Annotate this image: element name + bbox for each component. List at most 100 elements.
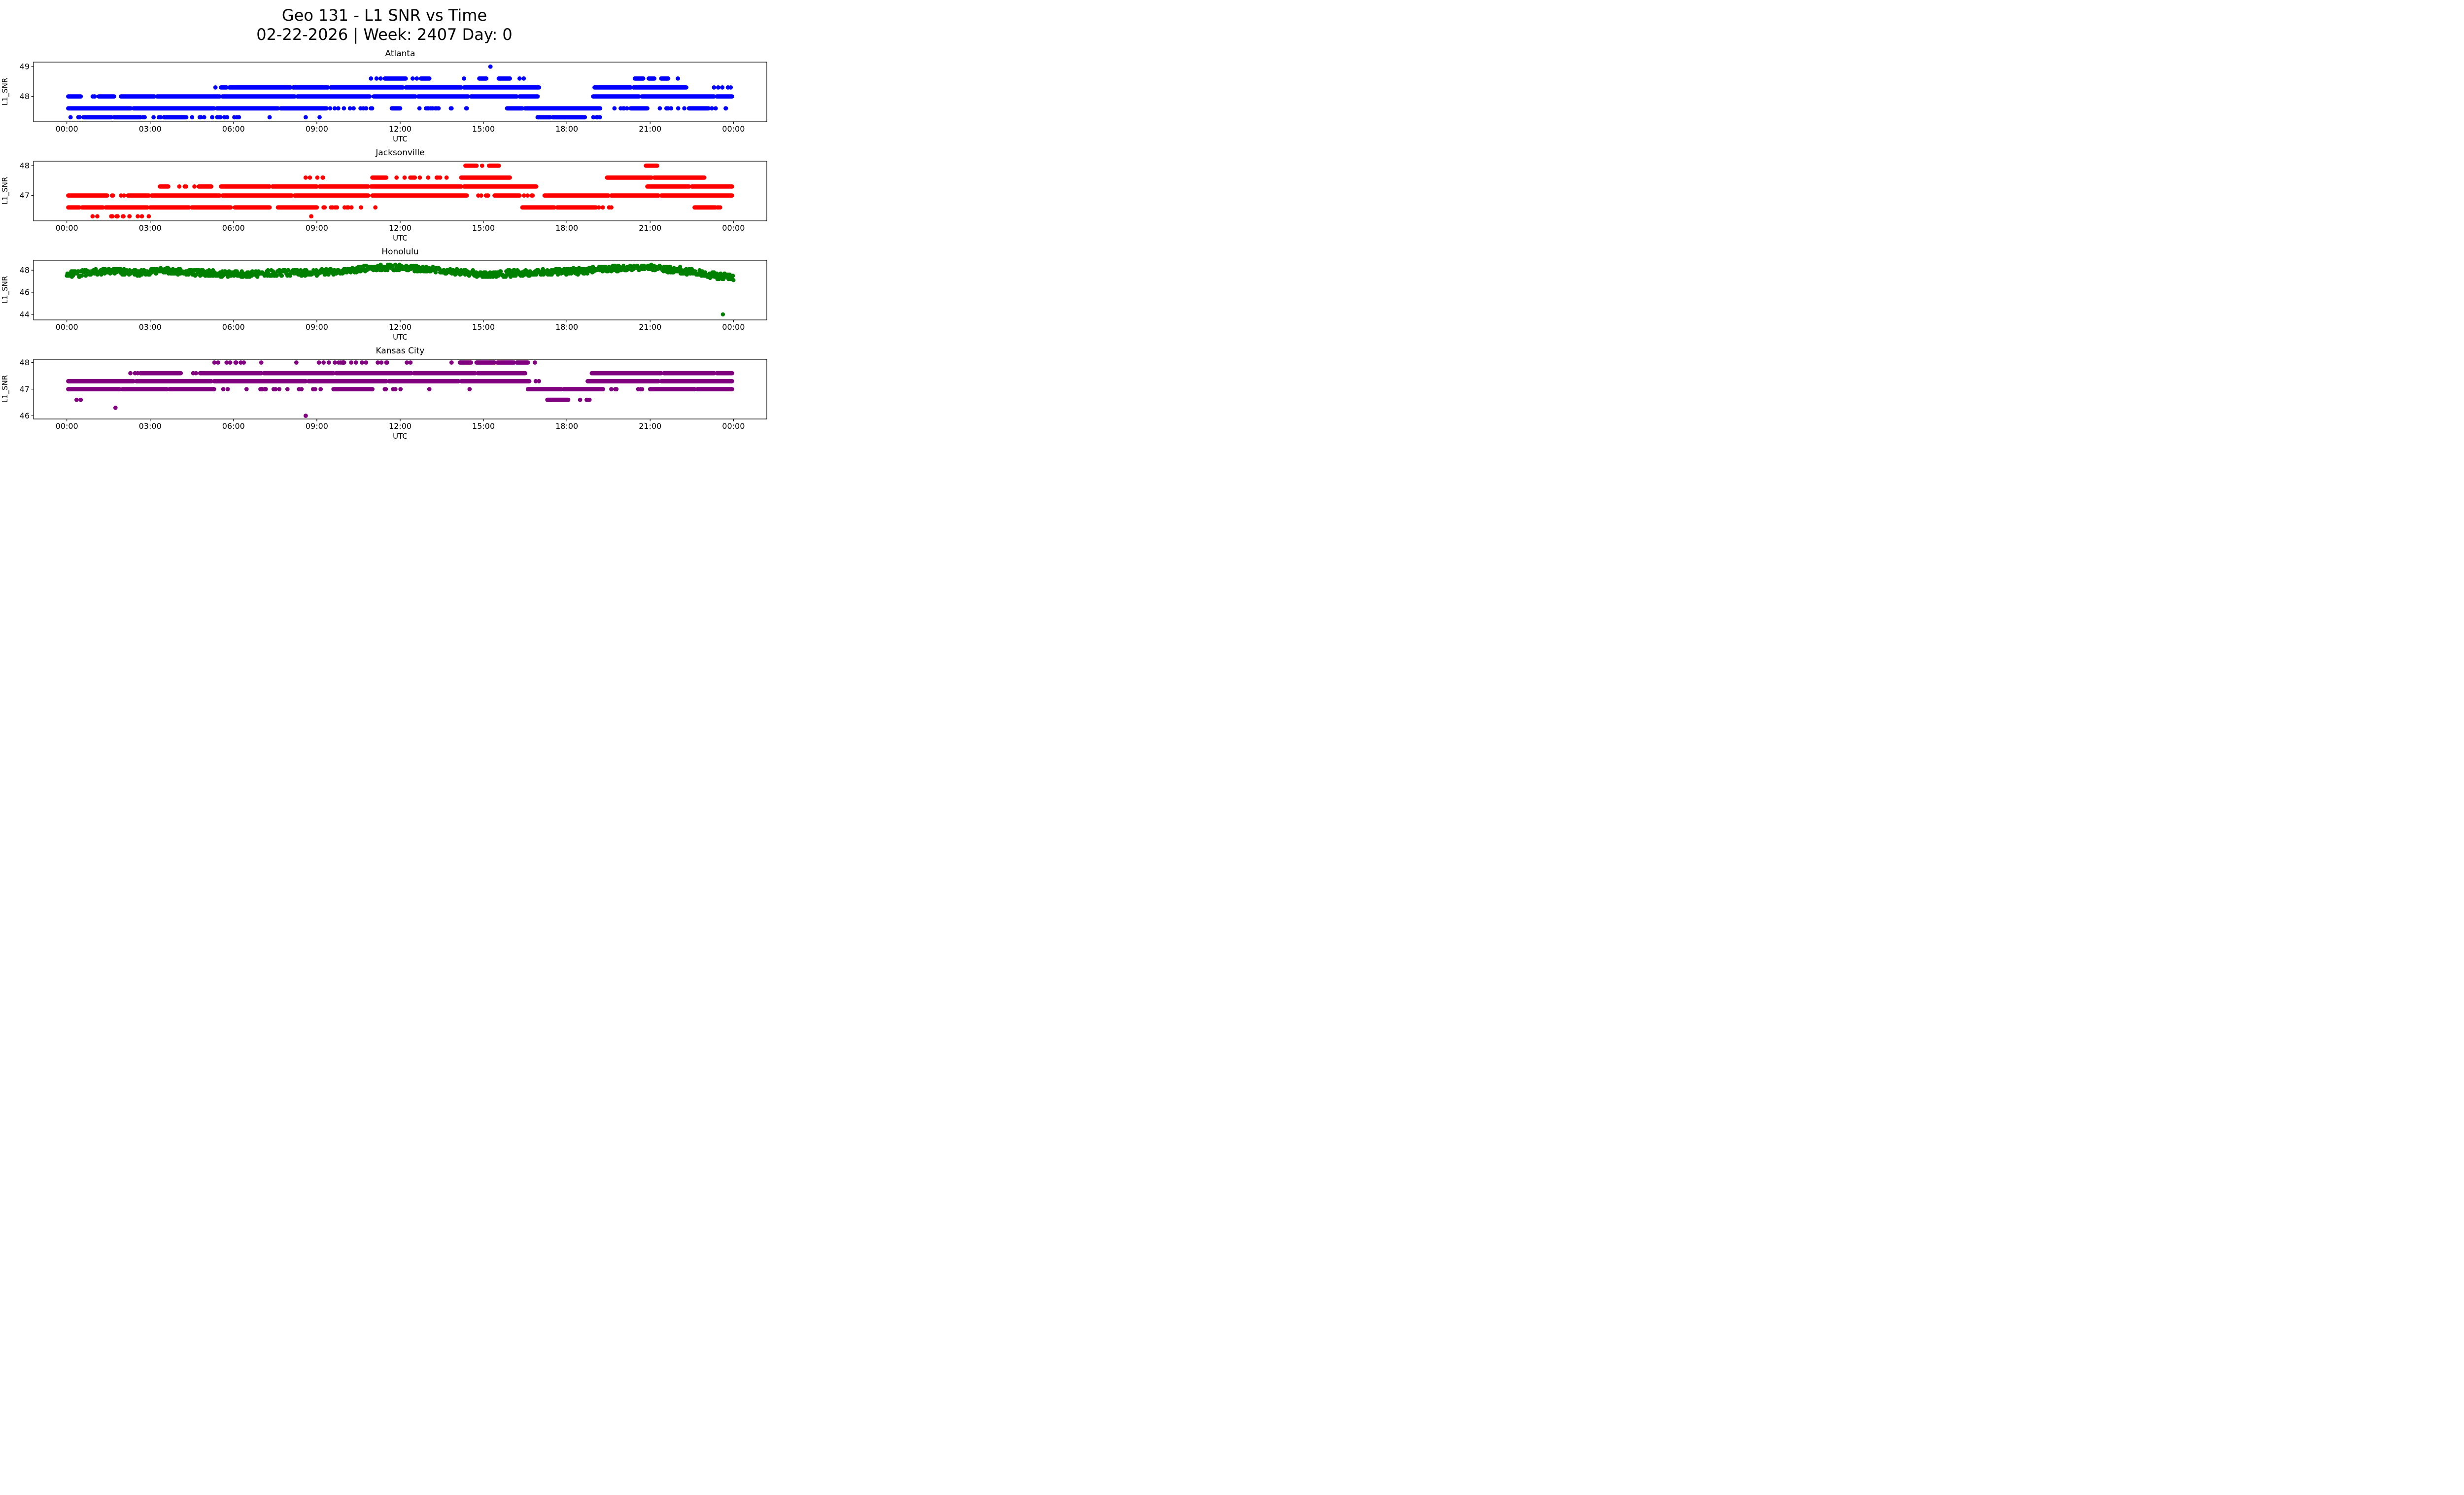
- data-point: [345, 205, 349, 210]
- data-point: [133, 371, 137, 376]
- data-point: [244, 387, 249, 391]
- data-point: [464, 106, 469, 111]
- data-point: [318, 387, 323, 391]
- data-point: [433, 106, 438, 111]
- data-point: [379, 360, 384, 365]
- data-point: [297, 387, 302, 391]
- data-point: [609, 205, 614, 210]
- data-point: [342, 106, 346, 111]
- data-point: [488, 64, 493, 69]
- data-point: [349, 205, 354, 210]
- data-point: [364, 360, 369, 365]
- data-point: [408, 360, 413, 365]
- data-point: [235, 115, 240, 120]
- subplot-title-jacksonville: Jacksonville: [376, 148, 425, 158]
- data-point: [74, 397, 79, 402]
- data-point: [625, 106, 629, 111]
- data-point: [533, 379, 538, 383]
- data-point: [322, 205, 327, 210]
- data-point: [70, 274, 75, 278]
- y-axis-title-kansas-city: L1_SNR: [0, 375, 9, 403]
- x-tick-label: 00:00: [56, 223, 78, 233]
- data-point: [121, 214, 126, 219]
- data-point: [391, 387, 396, 391]
- subplot-atlanta: Atlanta L1_SNR 48 49 00:00 03:00 06:00 09:00 1…: [0, 49, 769, 143]
- data-point: [731, 274, 735, 278]
- data-point: [277, 387, 282, 391]
- x-axis-title-honolulu: UTC: [393, 333, 408, 342]
- data-point: [151, 115, 156, 120]
- data-point: [321, 360, 326, 365]
- x-tick-label: 00:00: [722, 223, 745, 233]
- data-point: [285, 387, 290, 391]
- data-point: [385, 268, 390, 273]
- data-point: [444, 175, 449, 180]
- data-point: [723, 106, 728, 111]
- x-axis-title-kansas-city: UTC: [393, 432, 408, 441]
- y-tick-label: 48: [20, 266, 30, 275]
- data-point: [534, 272, 539, 277]
- x-tick-label: 06:00: [222, 124, 245, 134]
- data-point: [326, 360, 331, 365]
- data-point: [332, 106, 337, 111]
- y-axis-title-honolulu: L1_SNR: [0, 276, 9, 304]
- data-point: [328, 106, 333, 111]
- data-point: [595, 115, 600, 120]
- data-point: [109, 193, 114, 198]
- x-tick-label: 03:00: [139, 223, 162, 233]
- data-point: [585, 271, 590, 276]
- data-point: [676, 106, 681, 111]
- x-tick-label: 03:00: [139, 124, 162, 134]
- data-point: [313, 387, 317, 391]
- data-point: [146, 214, 151, 219]
- x-tick-label: 03:00: [139, 322, 162, 332]
- plot-body-atlanta: L1_SNR 48 49 00:00 03:00 06:00 09:00 12:00 15:0…: [0, 60, 769, 135]
- data-point: [274, 274, 279, 278]
- data-point: [728, 85, 733, 90]
- data-point: [127, 214, 132, 219]
- x-tick-label: 06:00: [222, 322, 245, 332]
- data-point: [113, 405, 118, 410]
- data-point: [317, 115, 322, 120]
- y-tick-label: 46: [20, 288, 30, 297]
- data-point: [618, 106, 623, 111]
- x-tick-label: 00:00: [722, 421, 745, 431]
- figure: Geo 131 - L1 SNR vs Time 02-22-2026 | We…: [0, 0, 769, 441]
- axes-frame: [33, 161, 767, 221]
- data-point: [411, 175, 416, 180]
- plot-canvas-kansas-city: 46 47 48 00:00 03:00 06:00 09:00 12:00 15:00 18:0…: [20, 358, 767, 431]
- data-point: [295, 268, 300, 273]
- x-tick-label: 21:00: [639, 421, 661, 431]
- data-point: [115, 214, 119, 219]
- data-point: [68, 115, 73, 120]
- data-point: [498, 269, 503, 274]
- x-tick-label: 00:00: [56, 421, 78, 431]
- data-point: [426, 175, 431, 180]
- data-point: [309, 214, 313, 219]
- x-tick-label: 18:00: [555, 223, 578, 233]
- x-tick-label: 15:00: [472, 421, 495, 431]
- plot-canvas-jacksonville: 47 48 00:00 03:00 06:00 09:00 12:00 15:00 18:00 2…: [20, 161, 767, 233]
- subplot-honolulu: Honolulu L1_SNR 44 46 48 00:00 03:00 06:00 09:…: [0, 247, 769, 342]
- data-point: [479, 193, 483, 198]
- data-point: [158, 115, 163, 120]
- x-tick-label: 00:00: [722, 322, 745, 332]
- data-point: [369, 106, 374, 111]
- data-point: [414, 76, 419, 81]
- data-point: [239, 360, 243, 365]
- y-tick-label: 46: [20, 411, 30, 420]
- data-point: [273, 387, 278, 391]
- y-tick-label: 47: [20, 191, 30, 200]
- data-point: [436, 106, 441, 111]
- data-point: [222, 115, 227, 120]
- data-point: [182, 184, 187, 189]
- data-point: [359, 205, 363, 210]
- data-point: [378, 76, 383, 81]
- subplot-title-kansas-city: Kansas City: [376, 346, 425, 356]
- data-point: [712, 85, 717, 90]
- data-point: [90, 94, 95, 99]
- data-point: [202, 115, 206, 120]
- data-point: [710, 106, 714, 111]
- y-tick-label: 49: [20, 62, 30, 71]
- data-point: [591, 115, 596, 120]
